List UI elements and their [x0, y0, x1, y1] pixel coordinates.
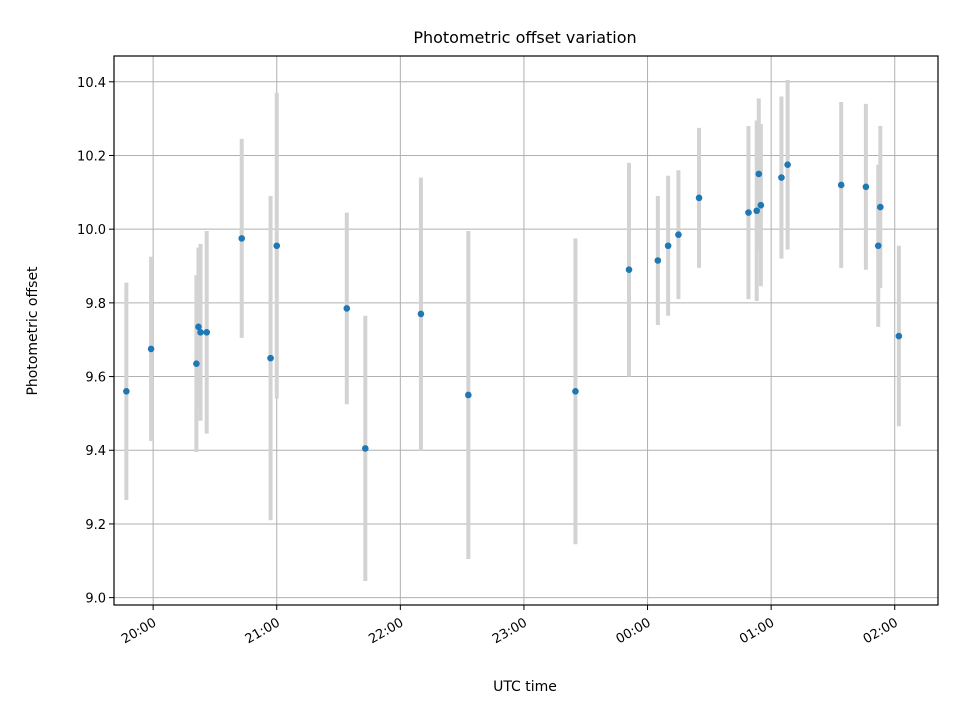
y-tick-label: 9.0 [85, 592, 106, 607]
data-point [874, 242, 882, 250]
data-point [753, 207, 761, 215]
data-point [195, 323, 202, 331]
plot-frame [113, 55, 939, 606]
data-point [238, 235, 246, 242]
data-point [757, 201, 765, 209]
data-point [273, 242, 281, 250]
data-point [572, 387, 579, 395]
data-point [675, 231, 682, 239]
data-point [837, 181, 845, 189]
y-tick-label: 9.6 [85, 371, 106, 386]
data-point [625, 266, 633, 274]
data-point [784, 161, 791, 168]
data-point [745, 209, 752, 216]
y-tick-label: 9.2 [85, 518, 106, 533]
data-point [343, 305, 351, 312]
data-point [465, 391, 472, 399]
chart-title: Photometric offset variation [413, 28, 636, 47]
data-point [862, 183, 870, 191]
y-axis-label: Photometric offset [25, 266, 41, 396]
y-tick-label: 10.4 [77, 76, 106, 91]
y-tick-label: 9.4 [85, 444, 106, 459]
y-tick-label: 10.0 [77, 223, 106, 238]
data-point [147, 345, 155, 353]
data-point [267, 354, 274, 362]
x-axis-label: UTC time [493, 679, 557, 695]
data-point [123, 387, 130, 395]
data-point [755, 170, 763, 178]
y-tick-label: 10.2 [77, 149, 106, 164]
data-points [123, 161, 903, 452]
grid-lines [114, 56, 938, 605]
data-point [417, 310, 425, 318]
data-point [362, 445, 369, 452]
data-point [197, 329, 204, 336]
data-point [203, 329, 210, 336]
data-point [664, 242, 672, 250]
data-point [778, 174, 785, 181]
data-point [695, 194, 703, 202]
data-point [654, 257, 662, 264]
data-point [877, 203, 884, 211]
y-tick-label: 9.8 [85, 297, 106, 312]
data-point [895, 332, 903, 340]
data-point [193, 360, 200, 367]
